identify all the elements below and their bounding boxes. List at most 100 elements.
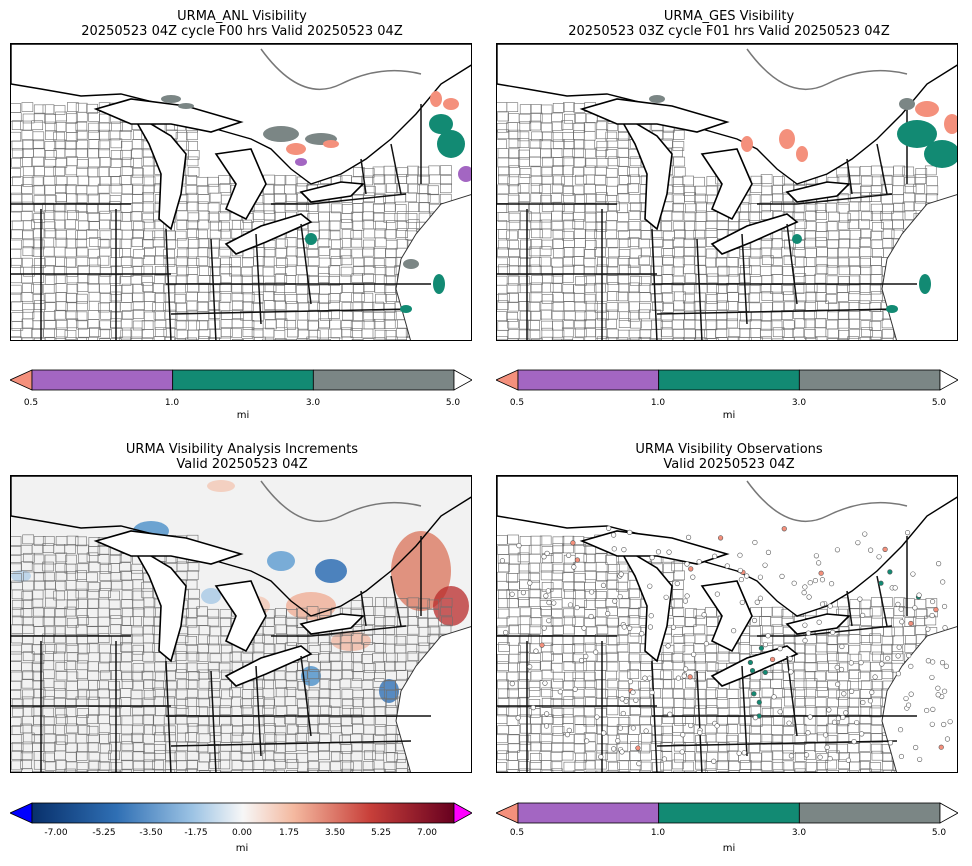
county-cell	[318, 220, 331, 231]
colorbar-segment	[658, 369, 800, 391]
county-cell	[618, 661, 631, 671]
county-cell	[717, 265, 730, 276]
county-cell	[825, 265, 838, 276]
county-cell	[660, 312, 673, 322]
great-lake	[700, 148, 753, 221]
county-cell	[209, 229, 222, 240]
county-cell	[98, 193, 111, 204]
state-border	[390, 575, 402, 627]
county-cell	[383, 165, 396, 176]
county-cell	[639, 302, 651, 313]
station-dot	[696, 559, 702, 565]
state-border	[876, 143, 888, 195]
great-lake	[299, 613, 365, 635]
county-cell	[772, 769, 785, 772]
county-cell	[375, 293, 387, 304]
county-cell	[78, 553, 90, 564]
county-cell	[760, 311, 773, 321]
county-cell	[11, 680, 22, 691]
county-cell	[22, 689, 34, 700]
county-cell	[541, 122, 553, 133]
county-cell	[827, 247, 839, 258]
county-cell	[573, 211, 585, 222]
county-cell	[738, 293, 751, 303]
county-cell	[32, 294, 45, 304]
county-cell	[837, 671, 849, 682]
county-cell	[715, 319, 728, 330]
county-cell	[738, 733, 750, 743]
station-dot	[636, 761, 642, 767]
county-cell	[33, 715, 45, 725]
county-cell	[207, 183, 220, 194]
county-cell	[871, 715, 884, 726]
county-cell	[584, 229, 597, 239]
county-cell	[287, 724, 299, 735]
station-dot	[917, 756, 923, 763]
county-cell	[838, 330, 850, 340]
county-cell	[54, 122, 67, 132]
county-cell	[76, 319, 88, 330]
county-cell	[351, 273, 364, 283]
station-dot	[642, 675, 648, 681]
county-cell	[661, 274, 674, 284]
county-cell	[749, 705, 761, 716]
county-cell	[617, 212, 629, 222]
county-cell	[662, 697, 674, 708]
county-cell	[174, 319, 187, 330]
county-cell	[383, 213, 396, 223]
county-cell	[530, 282, 542, 293]
station-dot	[571, 564, 577, 570]
station-dot	[930, 659, 936, 665]
county-cell	[119, 562, 131, 572]
station-dot	[605, 611, 611, 617]
county-cell	[308, 300, 320, 311]
county-cell	[825, 735, 838, 745]
county-cell	[683, 742, 696, 753]
county-cell	[164, 275, 177, 286]
county-cell	[396, 327, 408, 338]
county-cell	[761, 670, 774, 681]
county-cell	[541, 769, 554, 772]
county-cell	[815, 210, 827, 220]
county-cell	[497, 311, 508, 321]
station-dot	[930, 706, 936, 713]
station-dot	[867, 698, 874, 704]
county-cell	[353, 257, 365, 268]
county-cell	[152, 283, 164, 293]
county-cell	[372, 258, 385, 268]
station-dot	[933, 607, 939, 613]
county-cell	[42, 561, 54, 572]
county-cell	[198, 697, 211, 708]
county-cell	[672, 759, 684, 770]
panel1-tick: 3.0	[305, 398, 321, 408]
county-cell	[43, 185, 56, 195]
county-cell	[76, 769, 89, 772]
station-dot	[898, 753, 905, 760]
county-cell	[838, 696, 850, 707]
county-cell	[143, 176, 156, 187]
panel4-map	[496, 475, 958, 773]
county-cell	[660, 670, 672, 681]
county-cell	[519, 249, 532, 259]
county-cell	[55, 662, 68, 672]
county-cell	[519, 319, 531, 330]
county-cell	[385, 248, 397, 258]
county-cell	[847, 210, 860, 221]
county-cell	[617, 184, 629, 195]
county-cell	[209, 725, 222, 736]
county-cell	[519, 615, 532, 626]
county-cell	[694, 634, 707, 645]
county-cell	[639, 687, 652, 698]
station-dot	[589, 589, 595, 595]
county-cell	[528, 681, 541, 691]
county-cell	[418, 598, 430, 609]
county-cell	[286, 705, 299, 715]
county-cell	[760, 320, 773, 331]
county-cell	[11, 185, 23, 196]
county-cell	[693, 643, 705, 653]
county-cell	[320, 642, 332, 653]
station-dot	[851, 739, 857, 745]
county-cell	[739, 688, 752, 698]
county-cell	[330, 770, 343, 772]
county-cell	[913, 616, 925, 626]
